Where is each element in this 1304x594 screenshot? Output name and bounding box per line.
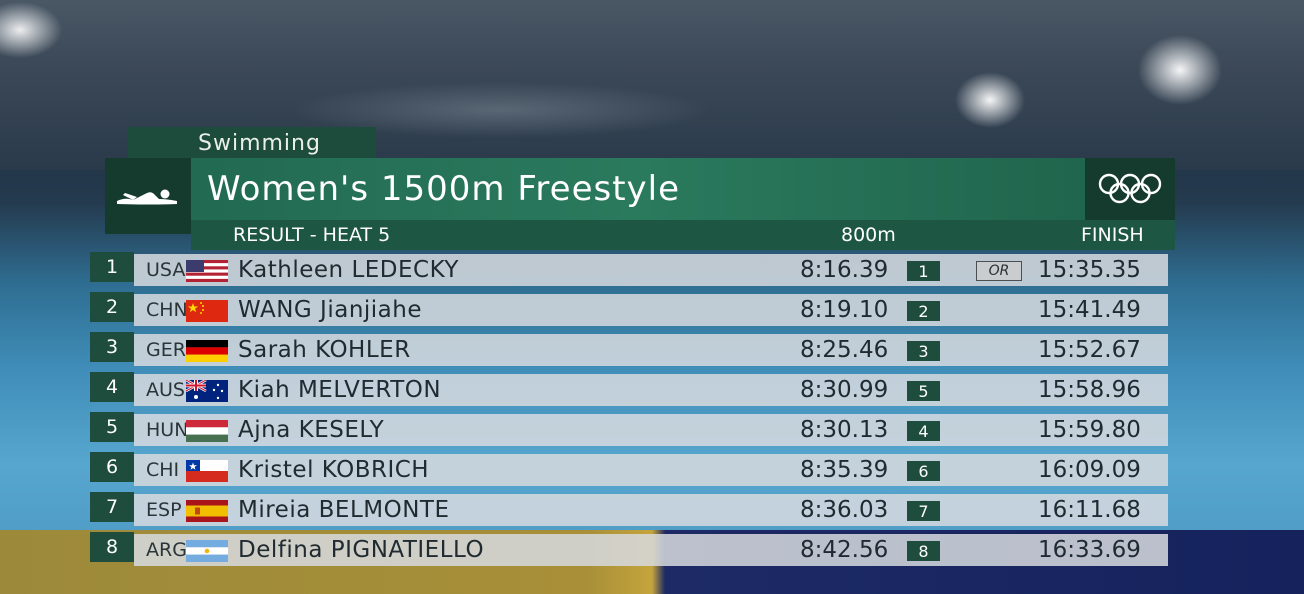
country-code: ESP xyxy=(146,499,182,521)
result-strip: HUN Ajna KESELY 8:30.13 4 15:59.80 xyxy=(134,414,1168,446)
rank-badge: 3 xyxy=(90,332,134,362)
result-row: 6 CHI Kristel KOBRICH 8:35.39 6 16:09.09 xyxy=(90,452,1168,486)
split-column-header: 800m xyxy=(841,224,896,246)
column-header-row: RESULT - HEAT 5 800m FINISH xyxy=(191,220,1175,250)
split-time: 8:16.39 xyxy=(800,257,889,283)
finish-time: 15:52.67 xyxy=(1038,337,1141,363)
split-rank-badge: 2 xyxy=(907,301,940,321)
olympic-rings-icon xyxy=(1085,158,1175,220)
split-time: 8:30.99 xyxy=(800,377,889,403)
split-rank-badge: 5 xyxy=(907,381,940,401)
split-rank-badge: 1 xyxy=(907,261,940,281)
split-time: 8:25.46 xyxy=(800,337,889,363)
split-time: 8:35.39 xyxy=(800,457,889,483)
finish-time: 16:11.68 xyxy=(1038,497,1141,523)
rank-badge: 1 xyxy=(90,252,134,282)
split-time: 8:30.13 xyxy=(800,417,889,443)
finish-time: 15:59.80 xyxy=(1038,417,1141,443)
result-row: 1 USA Kathleen LEDECKY 8:16.39 1 OR 15:3… xyxy=(90,252,1168,286)
rank-badge: 2 xyxy=(90,292,134,322)
athlete-name: Kristel KOBRICH xyxy=(238,457,430,483)
result-row: 4 AUS Ki xyxy=(90,372,1168,406)
sport-label: Swimming xyxy=(128,127,376,159)
split-time: 8:42.56 xyxy=(800,537,889,563)
result-row: 3 GER Sarah KOHLER 8:25.46 3 15:52.67 xyxy=(90,332,1168,366)
split-rank-badge: 3 xyxy=(907,341,940,361)
rank-badge: 8 xyxy=(90,532,134,562)
finish-time: 15:35.35 xyxy=(1038,257,1141,283)
athlete-name: Kathleen LEDECKY xyxy=(238,257,459,283)
country-code: AUS xyxy=(146,379,185,401)
split-rank-badge: 4 xyxy=(907,421,940,441)
result-heat-header: RESULT - HEAT 5 xyxy=(233,224,391,246)
rank-badge: 6 xyxy=(90,452,134,482)
argentina-flag-icon xyxy=(186,540,228,562)
finish-time: 15:41.49 xyxy=(1038,297,1141,323)
germany-flag-icon xyxy=(186,340,228,362)
rank-badge: 5 xyxy=(90,412,134,442)
country-code: CHI xyxy=(146,459,180,481)
result-strip: AUS Kiah MELVERTON xyxy=(134,374,1168,406)
rank-badge: 4 xyxy=(90,372,134,402)
australia-flag-icon xyxy=(186,380,228,402)
result-strip: CHN WANG Jianjiahe 8:19.10 2 15:41.49 xyxy=(134,294,1168,326)
chile-flag-icon xyxy=(186,460,228,482)
athlete-name: WANG Jianjiahe xyxy=(238,297,423,323)
event-title: Women's 1500m Freestyle xyxy=(191,158,1085,220)
finish-time: 15:58.96 xyxy=(1038,377,1141,403)
country-code: GER xyxy=(146,339,186,361)
result-row: 8 ARG Delfina PIGNATIELLO 8:42.56 8 16:3… xyxy=(90,532,1168,566)
country-code: USA xyxy=(146,259,186,281)
record-badge: OR xyxy=(976,261,1022,281)
result-strip: ESP Mireia BELMONTE 8:36.03 7 16:11.68 xyxy=(134,494,1168,526)
result-strip: USA Kathleen LEDECKY 8:16.39 1 OR 15:35.… xyxy=(134,254,1168,286)
athlete-name: Delfina PIGNATIELLO xyxy=(238,537,485,563)
result-row: 5 HUN Ajna KESELY 8:30.13 4 15:59.80 xyxy=(90,412,1168,446)
hungary-flag-icon xyxy=(186,420,228,442)
athlete-name: Sarah KOHLER xyxy=(238,337,411,363)
result-strip: ARG Delfina PIGNATIELLO 8:42.56 8 16:33.… xyxy=(134,534,1168,566)
china-flag-icon xyxy=(186,300,228,322)
swimmer-icon xyxy=(105,158,191,234)
split-rank-badge: 7 xyxy=(907,501,940,521)
country-code: CHN xyxy=(146,299,188,321)
rank-badge: 7 xyxy=(90,492,134,522)
split-rank-badge: 6 xyxy=(907,461,940,481)
split-rank-badge: 8 xyxy=(907,541,940,561)
split-time: 8:36.03 xyxy=(800,497,889,523)
result-row: 2 CHN WANG Jianjiahe 8:19.10 2 15:41.49 xyxy=(90,292,1168,326)
result-row: 7 ESP Mireia BELMONTE 8:36.03 7 16:11.68 xyxy=(90,492,1168,526)
spain-flag-icon xyxy=(186,500,228,522)
athlete-name: Kiah MELVERTON xyxy=(238,377,442,403)
result-strip: CHI Kristel KOBRICH 8:35.39 6 16:09.09 xyxy=(134,454,1168,486)
result-strip: GER Sarah KOHLER 8:25.46 3 15:52.67 xyxy=(134,334,1168,366)
athlete-name: Mireia BELMONTE xyxy=(238,497,450,523)
split-time: 8:19.10 xyxy=(800,297,889,323)
athlete-name: Ajna KESELY xyxy=(238,417,385,443)
country-code: HUN xyxy=(146,419,189,441)
finish-time: 16:09.09 xyxy=(1038,457,1141,483)
finish-column-header: FINISH xyxy=(1081,224,1144,246)
usa-flag-icon xyxy=(186,260,228,282)
country-code: ARG xyxy=(146,539,187,561)
finish-time: 16:33.69 xyxy=(1038,537,1141,563)
